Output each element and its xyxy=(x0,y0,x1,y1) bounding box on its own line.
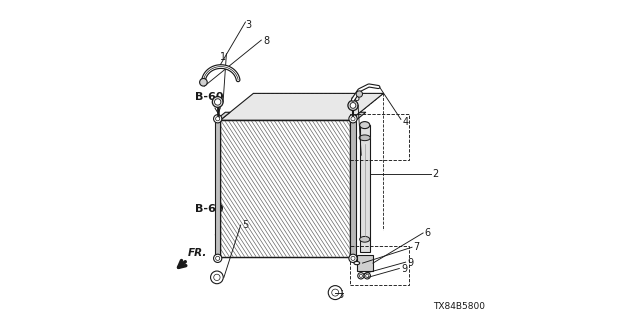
Circle shape xyxy=(359,274,362,277)
Bar xyxy=(356,255,372,271)
Ellipse shape xyxy=(360,122,370,129)
Text: 6: 6 xyxy=(425,228,431,238)
Text: 9: 9 xyxy=(407,258,413,268)
Text: 1: 1 xyxy=(363,150,369,160)
Text: 5: 5 xyxy=(243,220,248,230)
Circle shape xyxy=(214,99,221,105)
Text: 3: 3 xyxy=(246,20,252,30)
Circle shape xyxy=(348,100,358,110)
Polygon shape xyxy=(220,120,350,257)
Ellipse shape xyxy=(359,135,371,141)
Text: 8: 8 xyxy=(353,93,360,103)
Text: 1: 1 xyxy=(220,52,227,62)
Circle shape xyxy=(214,274,220,281)
Circle shape xyxy=(349,115,357,123)
Ellipse shape xyxy=(360,236,370,242)
Text: FR.: FR. xyxy=(188,248,207,258)
Text: 7: 7 xyxy=(413,242,420,252)
Circle shape xyxy=(365,274,369,277)
Polygon shape xyxy=(220,93,383,120)
Ellipse shape xyxy=(354,261,360,265)
Text: 8: 8 xyxy=(263,36,269,46)
Circle shape xyxy=(214,254,222,262)
Circle shape xyxy=(350,103,356,108)
Text: B-60: B-60 xyxy=(195,204,223,214)
Bar xyxy=(350,114,409,160)
Circle shape xyxy=(212,97,223,107)
Bar xyxy=(350,246,409,285)
Polygon shape xyxy=(350,120,356,257)
Circle shape xyxy=(211,271,223,284)
Text: 5: 5 xyxy=(337,290,344,300)
Text: TX84B5800: TX84B5800 xyxy=(433,302,484,311)
Circle shape xyxy=(216,117,220,121)
Text: 4: 4 xyxy=(403,117,408,127)
Text: 9: 9 xyxy=(401,264,407,275)
Circle shape xyxy=(351,117,355,121)
Circle shape xyxy=(216,256,220,260)
Circle shape xyxy=(356,91,362,97)
Circle shape xyxy=(214,115,222,123)
Circle shape xyxy=(349,254,357,262)
Text: 2: 2 xyxy=(433,169,439,179)
Bar xyxy=(360,125,370,252)
Polygon shape xyxy=(350,112,366,120)
Circle shape xyxy=(351,256,355,260)
Circle shape xyxy=(358,273,364,279)
Text: B-60: B-60 xyxy=(195,92,223,101)
Circle shape xyxy=(364,273,371,279)
Polygon shape xyxy=(215,120,220,257)
Polygon shape xyxy=(215,112,230,120)
Circle shape xyxy=(332,289,339,296)
Circle shape xyxy=(200,78,207,86)
Circle shape xyxy=(328,286,342,300)
